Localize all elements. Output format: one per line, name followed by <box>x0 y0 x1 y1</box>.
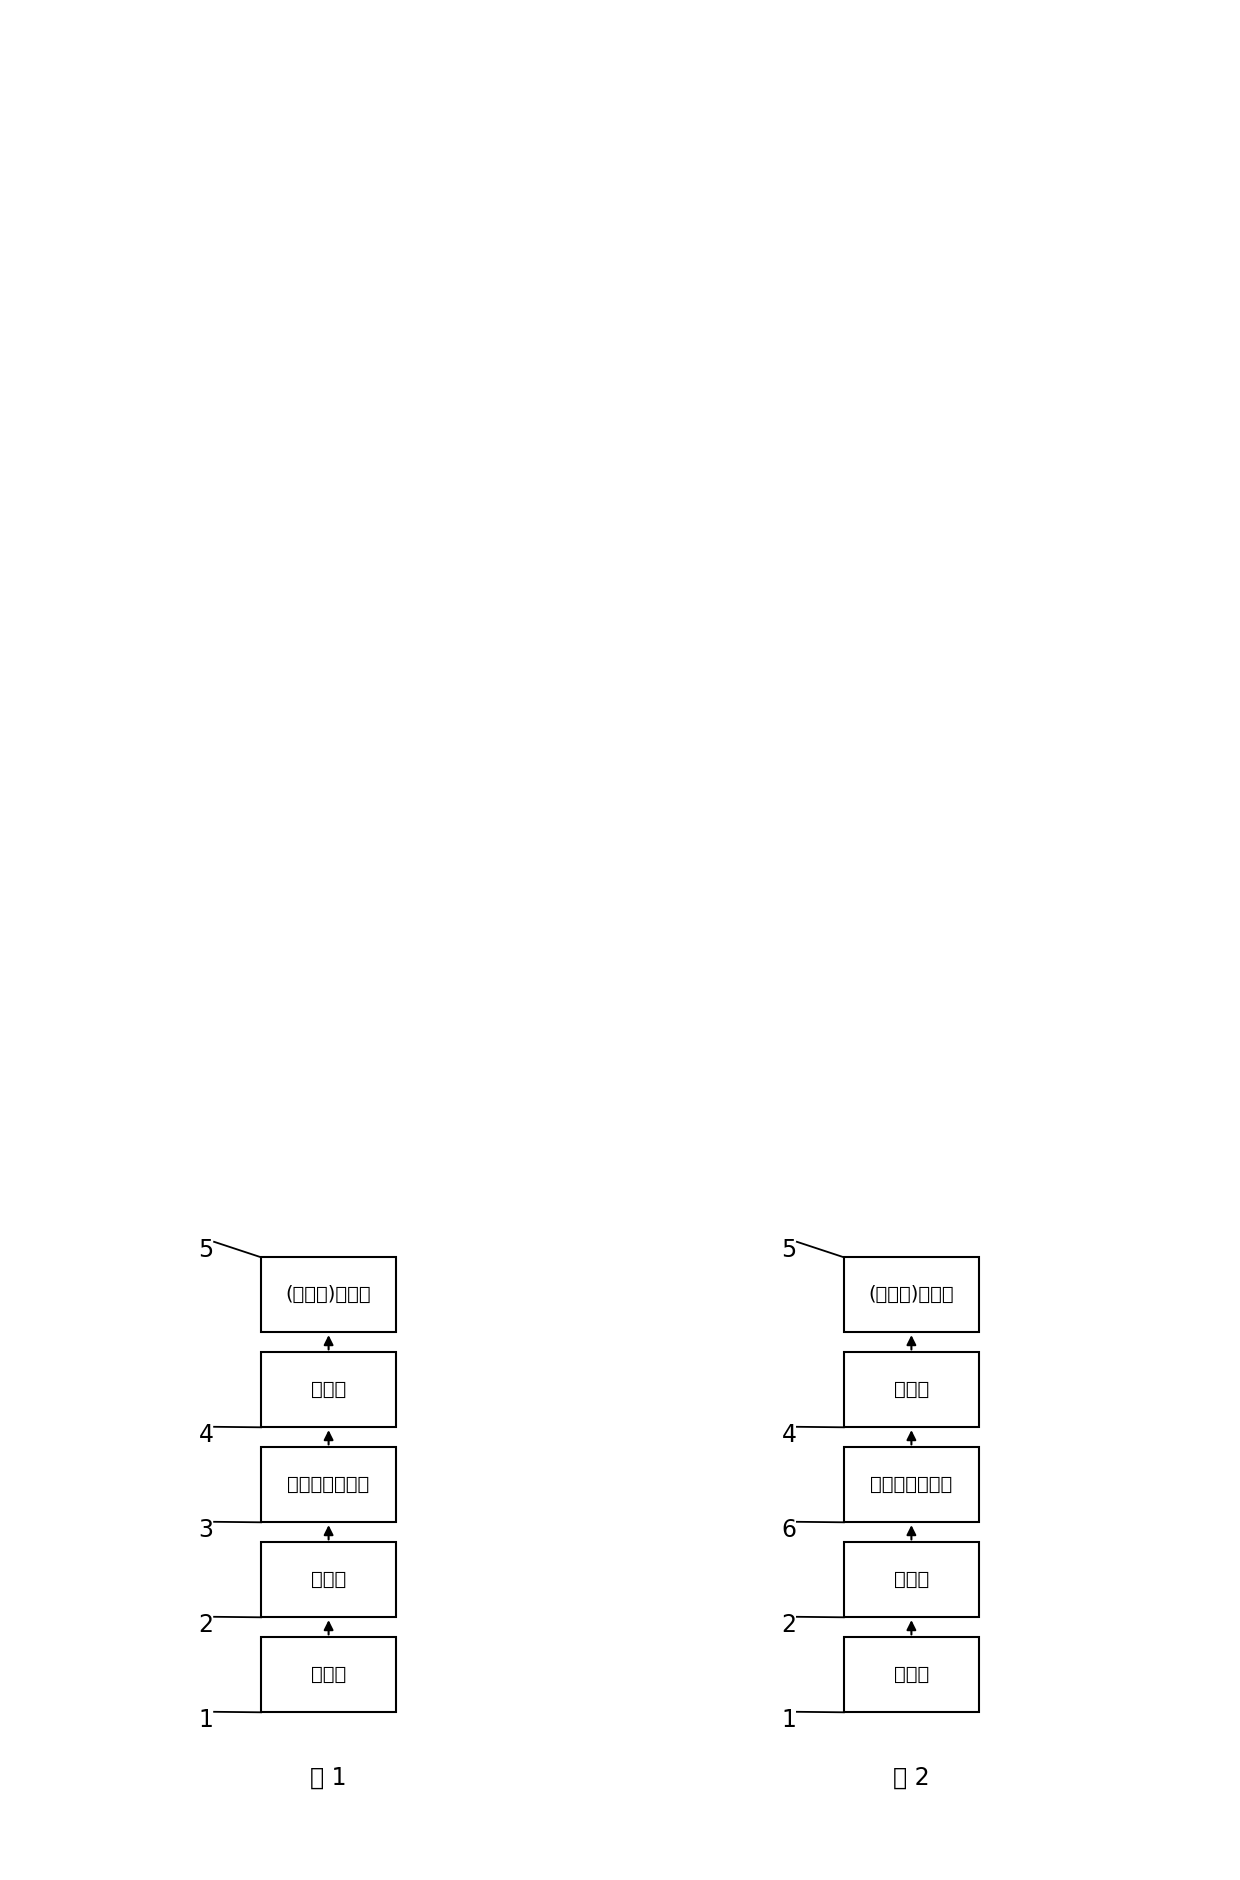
Text: 平整机: 平整机 <box>311 1380 346 1399</box>
Text: 穿孔机: 穿孔机 <box>894 1570 929 1589</box>
Text: 二辊斜轧轧管机: 二辊斜轧轧管机 <box>288 1476 370 1495</box>
Text: 穿孔机: 穿孔机 <box>311 1570 346 1589</box>
Bar <box>262 1448 396 1523</box>
Text: (微张力)定径机: (微张力)定径机 <box>285 1286 372 1305</box>
Text: 图 2: 图 2 <box>893 1765 930 1790</box>
Text: 2: 2 <box>781 1613 796 1637</box>
Text: 平整机: 平整机 <box>894 1380 929 1399</box>
Bar <box>262 1258 396 1333</box>
Text: 6: 6 <box>781 1517 796 1542</box>
Bar <box>262 1637 396 1713</box>
Bar <box>844 1258 978 1333</box>
Text: 2: 2 <box>198 1613 213 1637</box>
Text: 4: 4 <box>198 1423 213 1448</box>
Text: 1: 1 <box>781 1707 796 1731</box>
Bar <box>262 1352 396 1427</box>
Text: 5: 5 <box>781 1237 796 1261</box>
Bar <box>844 1448 978 1523</box>
Text: (微张力)定径机: (微张力)定径机 <box>868 1286 955 1305</box>
Text: 5: 5 <box>198 1237 213 1261</box>
Text: 3: 3 <box>198 1517 213 1542</box>
Text: 1: 1 <box>198 1707 213 1731</box>
Text: 图 1: 图 1 <box>310 1765 347 1790</box>
Text: 加热炉: 加热炉 <box>311 1666 346 1684</box>
Text: 二辊斜轧扩管机: 二辊斜轧扩管机 <box>870 1476 952 1495</box>
Bar <box>844 1542 978 1617</box>
Text: 4: 4 <box>781 1423 796 1448</box>
Text: 加热炉: 加热炉 <box>894 1666 929 1684</box>
Bar <box>844 1352 978 1427</box>
Bar <box>844 1637 978 1713</box>
Bar <box>262 1542 396 1617</box>
